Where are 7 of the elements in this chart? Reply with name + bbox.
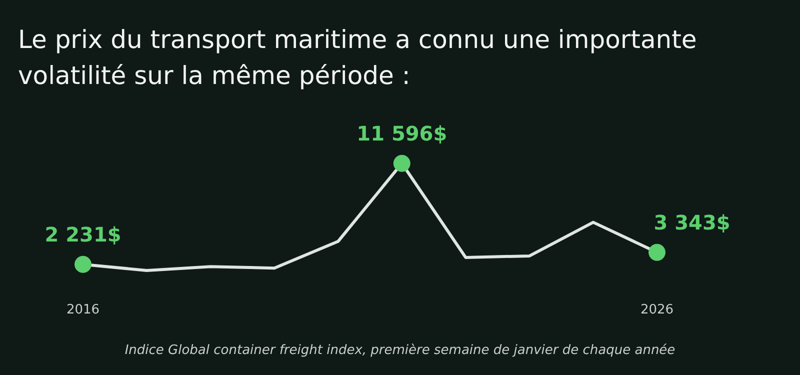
data-label: 11 596$ xyxy=(356,122,448,146)
chart-title: Le prix du transport maritime a connu une importante volatilité sur la même période : xyxy=(18,24,698,92)
text: Indice Global container freight index, première semaine de janvier de chaque année xyxy=(124,343,676,358)
x-tick-label: 2016 xyxy=(66,302,100,318)
data-label: 2 231$ xyxy=(44,222,122,247)
data-label: 3 343$ xyxy=(654,210,730,235)
x-tick-label: 2026 xyxy=(640,302,674,318)
